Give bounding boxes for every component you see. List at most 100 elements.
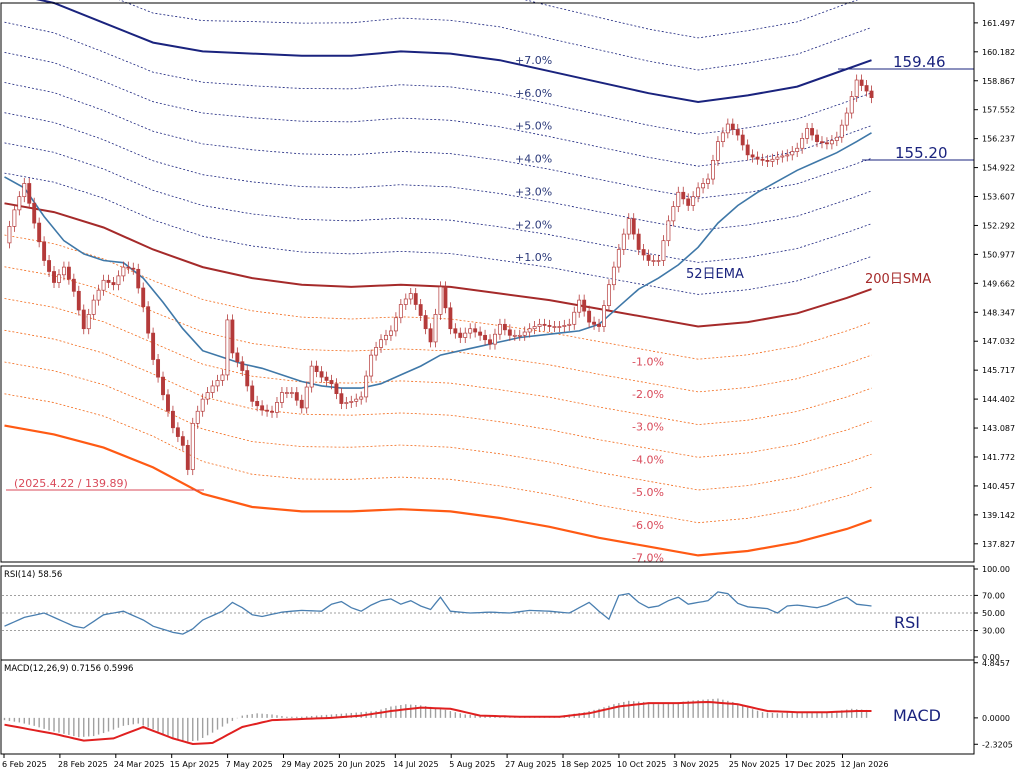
price-candle [423,315,428,330]
lower-band-line [4,424,872,557]
price-candle [408,293,413,300]
x-tick-label: 12 Jan 2026 [841,760,889,769]
price-candle [166,394,170,412]
price-candle [96,289,101,301]
price-candle [765,160,770,162]
price-candle [116,275,121,286]
y-tick-label: 50.00 [982,609,1005,618]
price-candle [562,325,567,327]
price-candle [309,365,314,388]
price-candle [666,220,671,242]
price-candle [235,352,240,363]
price-candle [270,410,274,413]
price-candle [522,331,527,336]
y-tick-label: 145.717 [982,366,1015,375]
price-candle [839,124,844,138]
price-candle [91,299,96,315]
price-candle [374,347,379,356]
price-candle [17,196,22,211]
price-candle [602,305,606,327]
y-tick-label: 144.402 [982,395,1015,404]
lower-band-pct-label: -4.0% [632,453,664,466]
price-candle [299,399,304,409]
price-candle [720,132,725,142]
price-candle [755,156,760,160]
price-candle [869,90,874,98]
price-candle [730,123,735,130]
pane-frames [0,2,975,755]
upper-band-line [35,0,872,104]
price-candle [230,319,235,354]
price-candle [497,323,502,335]
upper-band-pct-label: +7.0% [515,54,552,67]
x-tick-label: 6 Feb 2025 [2,760,47,769]
price-candle [824,142,829,145]
price-candle [572,311,577,325]
price-candle [532,326,537,330]
price-candle [284,392,289,394]
y-tick-label: 141.772 [982,453,1015,462]
price-candle [245,370,250,387]
y-tick-label: 153.607 [982,193,1015,202]
price-candle [606,284,611,306]
price-candle [502,323,507,331]
price-candle [750,154,755,158]
price-candle [66,266,71,280]
y-tick-label: 4.8457 [982,659,1010,668]
x-tick-label: 29 May 2025 [282,760,334,769]
x-tick-label: 14 Jul 2025 [393,760,438,769]
price-candle [438,286,443,315]
y-tick-label: 147.032 [982,337,1015,346]
price-candle [265,409,270,412]
price-candle [37,222,42,243]
price-candle [22,183,27,198]
upper-band-pct-label: +6.0% [515,87,552,100]
price-candle [829,140,834,145]
price-candle [656,260,661,262]
price-candle [329,380,334,385]
price-candle [101,279,106,291]
price-candle [398,304,403,319]
price-candle [631,218,636,235]
upper-band-level-line [4,21,872,135]
price-candle [854,79,859,97]
price-candle [547,325,552,327]
y-tick-label: 154.922 [982,164,1015,173]
price-candle [745,144,750,156]
price-candle [324,376,329,381]
price-candle [195,410,200,424]
price-candle [349,400,354,403]
price-candle [141,287,146,308]
x-tick-label: 3 Nov 2025 [673,760,719,769]
lower-band-level-line [4,393,872,524]
y-tick-label: 0.00 [982,653,1000,662]
price-candle [463,332,468,338]
y-tick-label: 30.00 [982,627,1005,636]
ema-price-label: 155.20 [895,144,948,162]
price-candle [760,158,765,161]
price-candle [215,380,220,387]
price-candle [740,134,745,146]
x-tick-label: 7 May 2025 [226,760,273,769]
upper-band-extra-line [118,0,872,71]
price-candle [448,307,453,330]
price-candle [458,332,463,338]
sma200-line [4,202,872,328]
macd-pane: 4.8457 0.0000 -2.3205 [3,659,1013,749]
lower-band-pct-label: -6.0% [632,519,664,532]
lower-band-pct-label: -1.0% [632,355,664,368]
y-tick-label: 156.237 [982,135,1015,144]
price-candle [289,392,294,394]
price-candle [314,365,319,372]
price-candle [805,128,810,139]
price-candle [240,361,245,371]
price-candle [582,299,587,312]
price-candle [393,317,398,332]
price-candle [433,314,438,343]
x-tick-label: 27 Aug 2025 [505,760,556,769]
price-candle [151,332,156,360]
price-candle [592,321,597,325]
price-candle [42,241,47,261]
price-candle [626,218,631,235]
price-candle [175,427,180,437]
